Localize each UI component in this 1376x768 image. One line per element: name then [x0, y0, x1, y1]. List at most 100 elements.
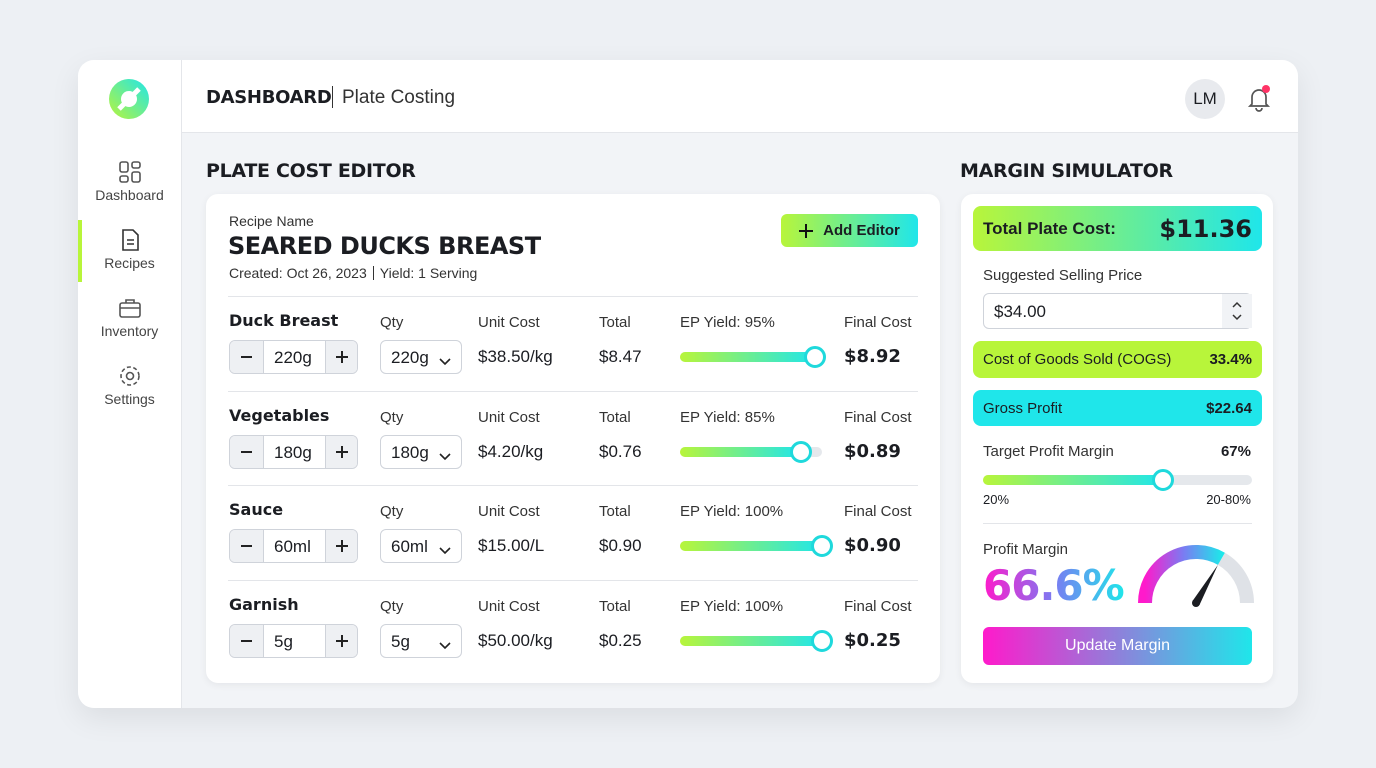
- slider-fill: [680, 352, 815, 362]
- divider: [372, 266, 374, 280]
- chevron: [439, 353, 451, 366]
- column-label: Total: [599, 597, 631, 615]
- active-indicator: [78, 220, 82, 282]
- recipe-name: SEARED DUCKS BREAST: [228, 232, 541, 260]
- slider-min: 20%: [983, 492, 1010, 507]
- qty-value: 220g: [274, 348, 312, 367]
- select-value: 60ml: [391, 537, 428, 556]
- notification-bell[interactable]: [1245, 84, 1273, 112]
- icon: [799, 223, 814, 238]
- ingredient-row: Duck Breast Qty Unit Cost Total Final Cost EP…: [206, 297, 940, 391]
- total: $0.25: [599, 630, 642, 650]
- label: Gross Profit: [983, 399, 1063, 417]
- increment-button[interactable]: [325, 530, 357, 562]
- qty-select[interactable]: 5g: [380, 623, 462, 658]
- qty-stepper: 5g: [229, 623, 358, 658]
- profit-margin-value: 66.6%: [983, 561, 1125, 610]
- qty-select[interactable]: 220g: [380, 340, 462, 374]
- column-label: EP Yield: 85%: [680, 408, 775, 426]
- unit-cost: $15.00/L: [478, 536, 545, 555]
- nav-item[interactable]: Inventory: [78, 296, 181, 339]
- slider-fill: [680, 635, 822, 646]
- column-label: Total: [599, 408, 631, 426]
- spinner[interactable]: [1222, 294, 1252, 328]
- icon: [121, 229, 139, 251]
- nav-label: Inventory: [100, 323, 159, 339]
- select-value: 180g: [391, 442, 429, 462]
- value: $22.64: [1206, 399, 1252, 417]
- section-title: DASHBOARD: [206, 87, 332, 108]
- decrement-button[interactable]: [230, 435, 264, 468]
- final-cost: $8.92: [844, 346, 901, 367]
- column-label: Final Cost: [844, 597, 912, 615]
- icon: [118, 299, 141, 318]
- slider-fill: [983, 475, 1164, 485]
- cogs-row: Cost of Goods Sold (COGS) 33.4%: [973, 341, 1262, 378]
- slider-thumb[interactable]: [1152, 469, 1175, 491]
- yield-slider[interactable]: [680, 629, 833, 652]
- yield-slider[interactable]: [680, 535, 833, 557]
- label: Total Plate Cost:: [983, 218, 1116, 238]
- slider-thumb[interactable]: [811, 535, 833, 557]
- unit-cost: $4.20/kg: [478, 441, 544, 461]
- increment-button[interactable]: [325, 624, 357, 657]
- final-cost: $0.25: [844, 629, 901, 651]
- ingredient-name: Garnish: [229, 594, 299, 614]
- qty-select[interactable]: 180g: [380, 434, 462, 469]
- input-value: $34.00: [994, 302, 1046, 321]
- qty-stepper: 60ml: [229, 529, 358, 563]
- yield-slider[interactable]: [680, 440, 822, 463]
- column-label: Final Cost: [844, 408, 912, 426]
- slider-fill: [680, 541, 822, 551]
- price-input[interactable]: $34.00: [983, 293, 1252, 329]
- header: DASHBOARD Plate Costing LM: [182, 60, 1298, 133]
- ingredient-name: Duck Breast: [229, 311, 339, 330]
- chevron: [439, 637, 451, 649]
- increment-button[interactable]: [325, 341, 357, 373]
- recipe-meta: Created: Oct 26, 2023 Yield: 1 Serving: [229, 265, 477, 281]
- gauge-fill: [1138, 545, 1225, 604]
- avatar[interactable]: LM: [1185, 79, 1225, 119]
- add-editor-button[interactable]: Add Editor: [781, 214, 918, 247]
- target-slider[interactable]: [983, 469, 1252, 491]
- plate-cost-editor: Recipe Name SEARED DUCKS BREAST Created:…: [206, 194, 940, 683]
- field-label: Recipe Name: [229, 213, 314, 229]
- nav-item[interactable]: Dashboard: [78, 160, 181, 203]
- column-label: Final Cost: [844, 503, 912, 520]
- column-label: Unit Cost: [478, 597, 540, 615]
- value: 33.4%: [1209, 351, 1252, 368]
- section-heading: MARGIN SIMULATOR: [960, 160, 1173, 182]
- qty-stepper: 180g: [229, 434, 358, 469]
- divider: [228, 579, 918, 581]
- column-label: EP Yield: 100%: [680, 503, 784, 520]
- column-label: EP Yield: 100%: [680, 597, 784, 615]
- increment-button[interactable]: [325, 435, 357, 468]
- decrement-button[interactable]: [230, 530, 264, 562]
- nav-label: Recipes: [104, 255, 155, 271]
- gauge: [1138, 545, 1254, 607]
- yield: Yield: 1 Serving: [379, 265, 478, 281]
- slider-thumb[interactable]: [789, 440, 812, 463]
- created: Created: Oct 26, 2023: [229, 265, 367, 281]
- divider: [228, 296, 918, 297]
- column-label: Qty: [380, 314, 404, 331]
- icon: [118, 161, 141, 183]
- nav-item[interactable]: Settings: [78, 364, 181, 407]
- unit-cost: $38.50/kg: [478, 347, 553, 366]
- decrement-button[interactable]: [230, 624, 264, 657]
- qty-select[interactable]: 60ml: [380, 529, 462, 563]
- gross-profit-row: Gross Profit $22.64: [973, 390, 1262, 426]
- update-margin-button[interactable]: Update Margin: [983, 627, 1252, 665]
- column-label: Total: [599, 314, 631, 331]
- ingredient-name: Sauce: [229, 500, 284, 519]
- nav-label: Dashboard: [95, 187, 164, 203]
- yield-slider[interactable]: [680, 346, 826, 368]
- slider-thumb[interactable]: [803, 346, 826, 368]
- divider: [228, 390, 918, 392]
- slider-thumb[interactable]: [811, 629, 833, 652]
- column-label: Unit Cost: [478, 408, 540, 426]
- decrement-button[interactable]: [230, 341, 264, 373]
- divider: [228, 485, 918, 486]
- nav-item[interactable]: Recipes: [78, 228, 181, 271]
